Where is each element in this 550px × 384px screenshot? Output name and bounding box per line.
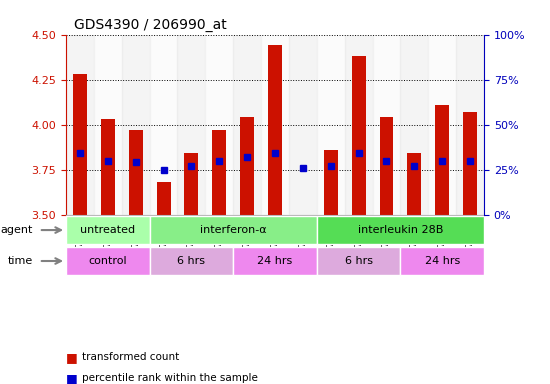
Bar [261,35,289,215]
Bar [345,35,372,215]
FancyBboxPatch shape [66,247,150,275]
Text: percentile rank within the sample: percentile rank within the sample [82,373,258,383]
Bar [324,150,338,215]
Bar [94,35,122,215]
Bar [289,35,317,215]
Text: transformed count: transformed count [82,352,180,362]
Bar [66,35,94,215]
Bar [212,130,226,215]
Bar [463,112,477,215]
Text: untreated: untreated [80,225,135,235]
Text: control: control [89,256,127,266]
Bar [428,35,456,215]
Text: ■: ■ [66,351,78,364]
Text: 6 hrs: 6 hrs [345,256,372,266]
FancyBboxPatch shape [150,247,233,275]
FancyBboxPatch shape [66,216,150,244]
Text: 24 hrs: 24 hrs [425,256,460,266]
Bar [73,74,87,215]
Bar [408,153,421,215]
Bar [129,130,142,215]
Bar [157,182,170,215]
Text: 6 hrs: 6 hrs [178,256,205,266]
Bar [101,119,115,215]
Bar [400,35,428,215]
Bar [178,35,205,215]
Bar [456,35,484,215]
Text: 24 hrs: 24 hrs [257,256,293,266]
FancyBboxPatch shape [317,247,400,275]
Text: agent: agent [0,225,32,235]
Text: interferon-α: interferon-α [200,225,267,235]
Bar [184,153,199,215]
FancyBboxPatch shape [150,216,317,244]
Text: time: time [7,256,32,266]
FancyBboxPatch shape [233,247,317,275]
FancyBboxPatch shape [317,216,484,244]
Bar [240,118,254,215]
Bar [435,105,449,215]
Bar [351,56,366,215]
Bar [150,35,178,215]
FancyBboxPatch shape [400,247,484,275]
Bar [372,35,400,215]
Text: ■: ■ [66,372,78,384]
Bar [379,118,393,215]
Bar [268,45,282,215]
Bar [122,35,150,215]
Text: interleukin 28B: interleukin 28B [358,225,443,235]
Bar [233,35,261,215]
Text: GDS4390 / 206990_at: GDS4390 / 206990_at [74,18,227,32]
Bar [317,35,345,215]
Bar [205,35,233,215]
